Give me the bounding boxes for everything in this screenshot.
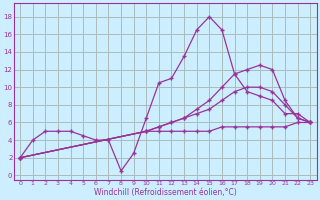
X-axis label: Windchill (Refroidissement éolien,°C): Windchill (Refroidissement éolien,°C) [94,188,236,197]
